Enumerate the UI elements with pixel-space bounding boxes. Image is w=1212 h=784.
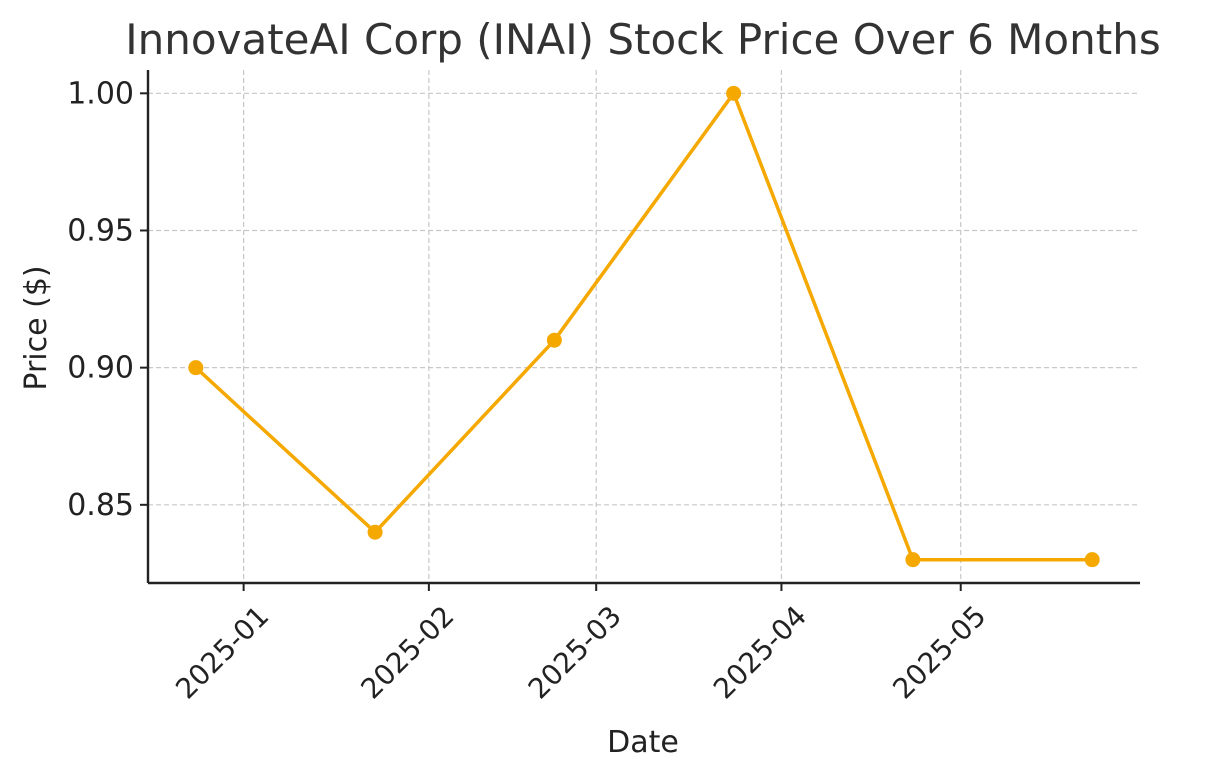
y-tick-label: 0.95 [67,213,134,248]
y-axis-label: Price ($) [19,265,54,390]
series-line [194,91,1093,562]
y-tick-label: 0.90 [67,351,134,386]
x-tick-label: 2025-02 [354,599,460,705]
data-point [905,552,921,568]
chart-title: InnovateAI Corp (INAI) Stock Price Over … [125,15,1160,64]
data-point [1084,552,1100,568]
data-point [367,524,383,540]
x-axis-label: Date [607,725,679,760]
y-tick-label: 1.00 [67,76,134,111]
data-point [546,332,562,348]
y-tick-label: 0.85 [67,488,134,523]
x-tick-label: 2025-01 [169,599,275,705]
x-tick-label: 2025-05 [886,599,992,705]
tick-labels: 2025-01 2025-02 2025-03 2025-04 2025-05 0.85 0… [67,76,992,705]
x-tick-label: 2025-03 [522,599,628,705]
axes [140,70,1140,591]
series-layer [188,85,1100,568]
grid [148,70,1140,583]
x-tick-label: 2025-04 [707,599,813,705]
data-point [726,85,742,101]
data-point [188,360,204,376]
